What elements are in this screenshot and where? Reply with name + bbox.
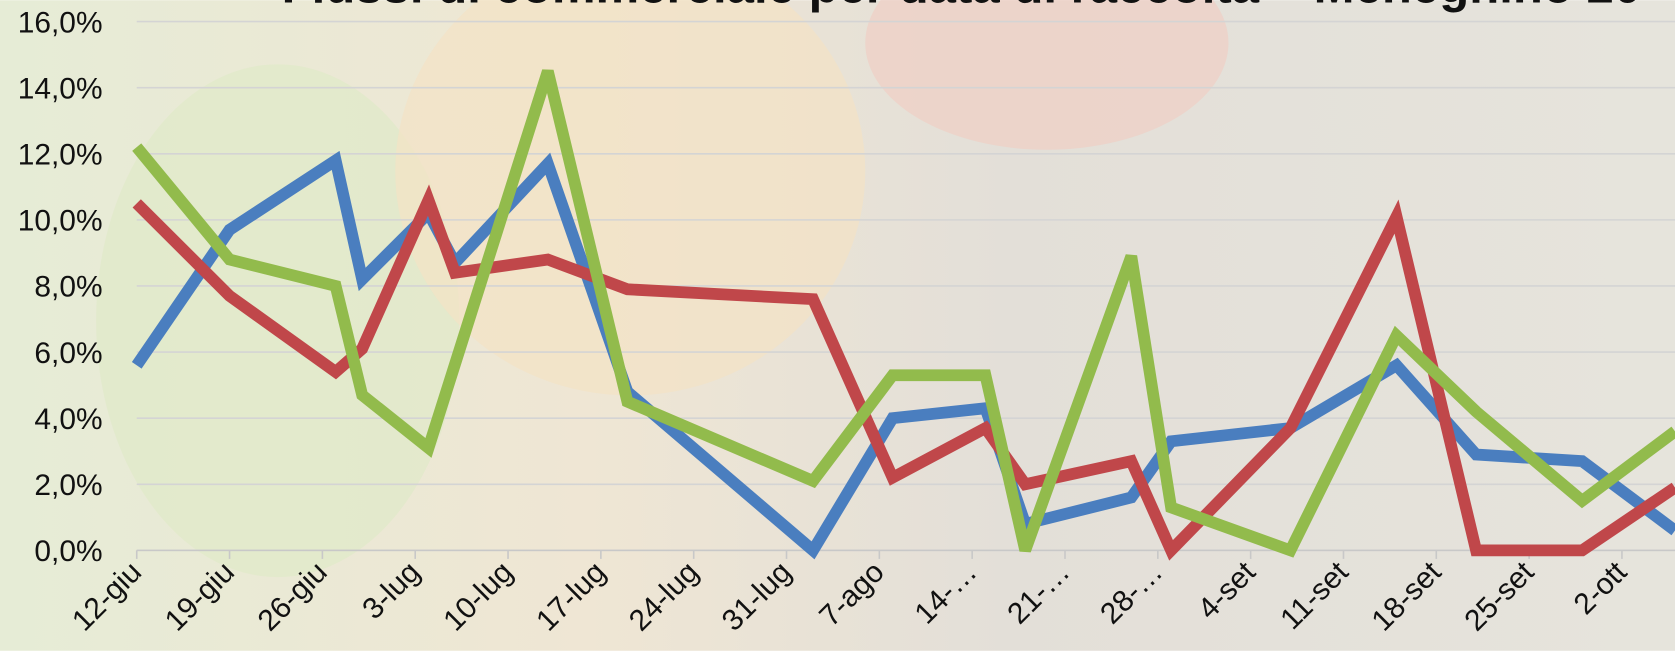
y-tick-label: 4,0%: [34, 403, 102, 436]
page: {"chart_data": {"type": "line", "title":…: [0, 0, 1675, 651]
y-tick-label: 16,0%: [18, 6, 103, 39]
y-tick-label: 0,0%: [34, 535, 102, 568]
y-tick-label: 8,0%: [34, 271, 102, 304]
chart: Flussi di commerciale per data di raccol…: [0, 0, 1675, 651]
y-tick-label: 14,0%: [18, 72, 103, 105]
chart-title: Flussi di commerciale per data di raccol…: [282, 0, 1642, 13]
y-tick-label: 12,0%: [18, 138, 103, 171]
y-tick-label: 6,0%: [34, 337, 102, 370]
y-tick-label: 2,0%: [34, 469, 102, 502]
y-tick-label: 10,0%: [18, 205, 103, 238]
